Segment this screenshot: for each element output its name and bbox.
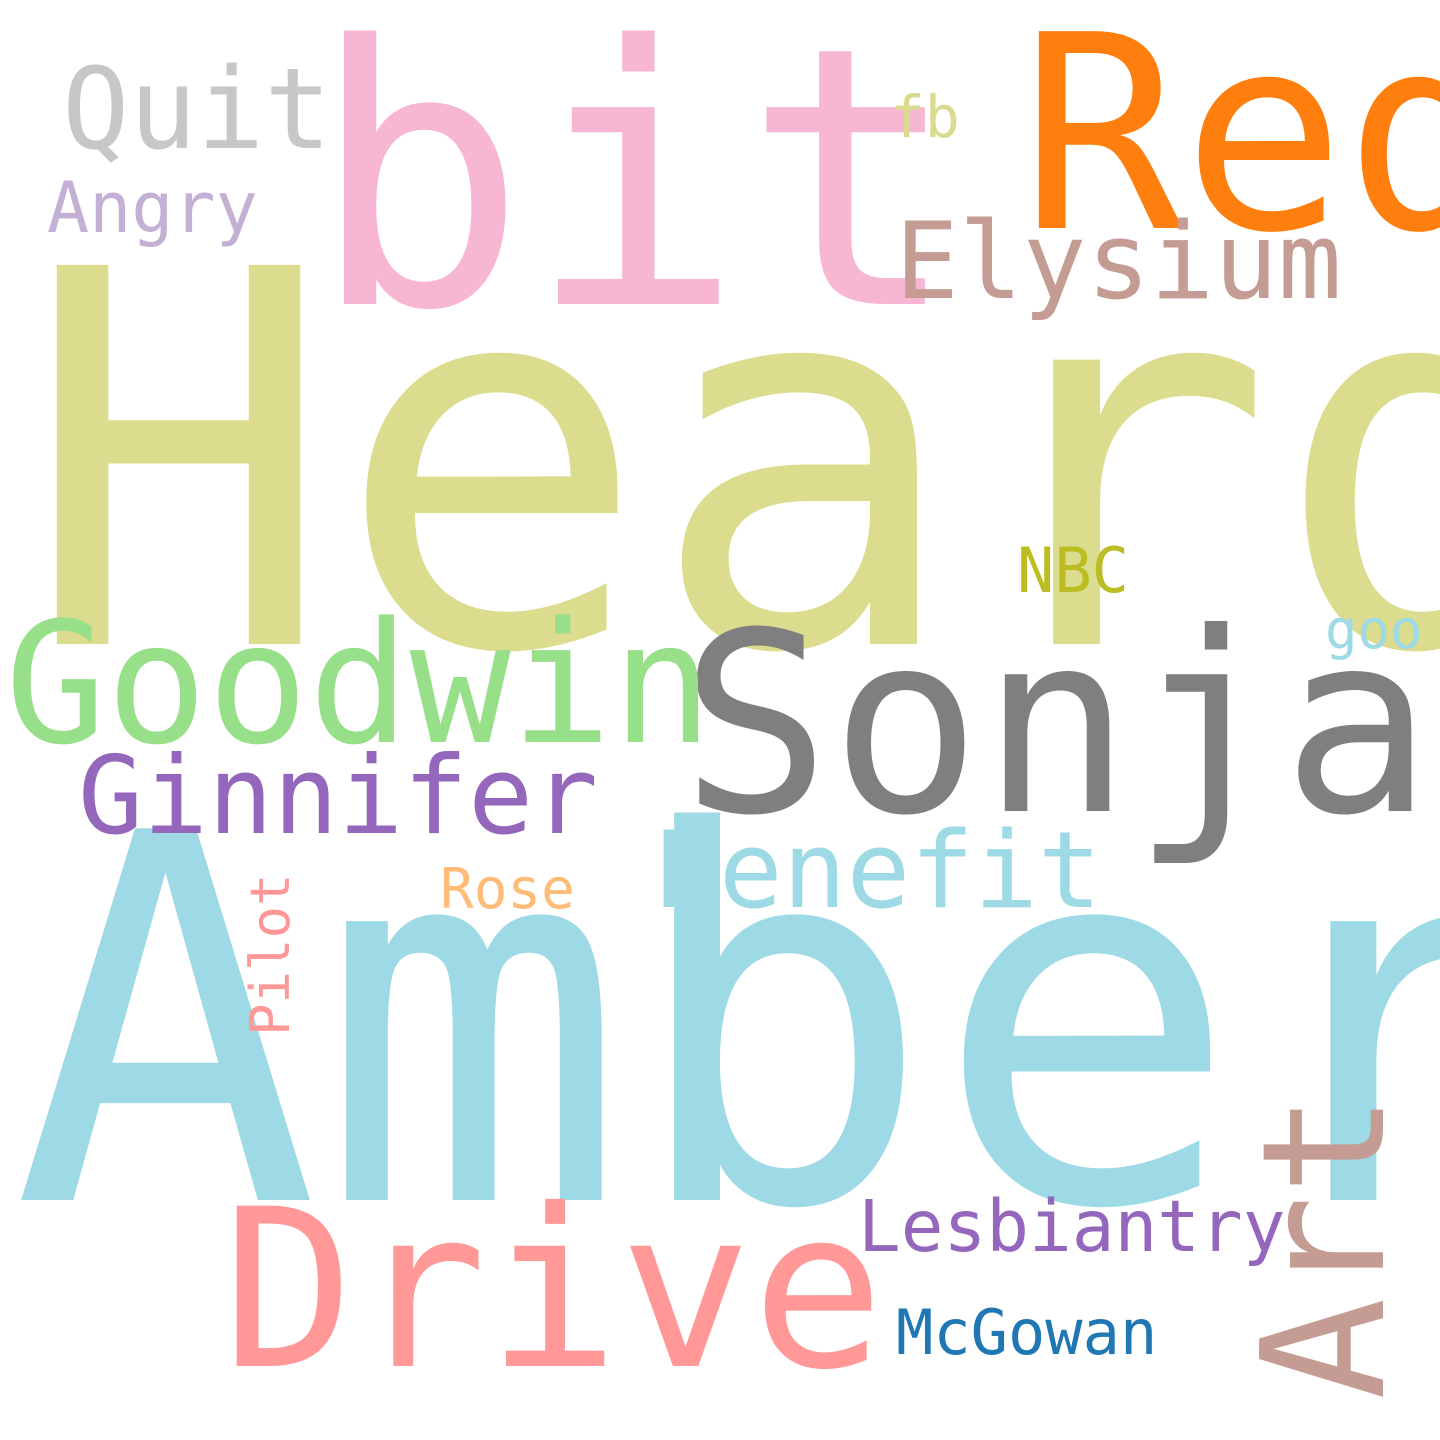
word-benefit: Benefit	[655, 818, 1102, 924]
word-mcgowan: McGowan	[896, 1302, 1157, 1364]
word-drive: Drive	[222, 1180, 884, 1400]
word-lesbiantry: Lesbiantry	[858, 1191, 1285, 1262]
word-angry: Angry	[47, 173, 258, 243]
word-quit: Quit	[62, 54, 332, 166]
word-elysium: Elysium	[895, 209, 1342, 315]
word-ginnifer: Ginnifer	[78, 743, 598, 851]
word-pilot: Pilot	[244, 873, 298, 1036]
word-nbc: NBC	[1017, 540, 1129, 602]
word-goo: goo	[1325, 603, 1423, 657]
word-fb: fb	[890, 88, 960, 146]
word-bit: bit	[310, 0, 960, 360]
word-rose: Rose	[440, 862, 575, 918]
